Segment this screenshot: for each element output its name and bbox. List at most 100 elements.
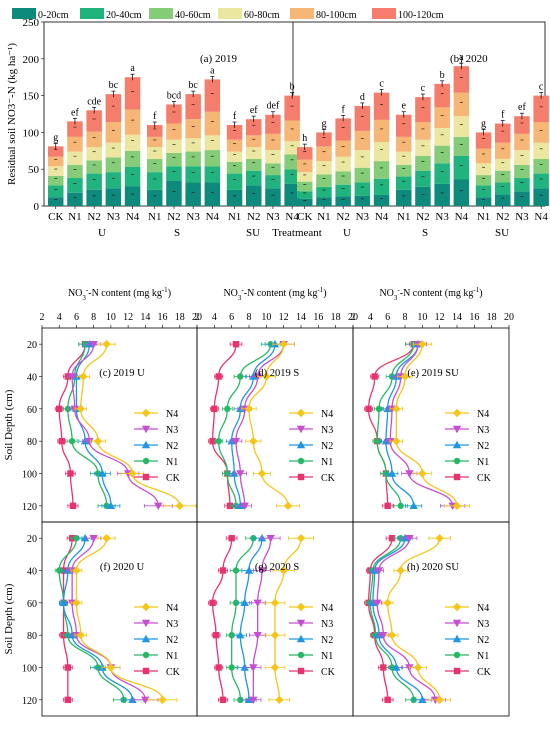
bar-segment: [373, 194, 390, 206]
x-tick-label: N2: [87, 211, 100, 223]
y-tick-label: 150: [23, 91, 40, 103]
profile-x-tick-label: 10: [417, 312, 427, 323]
bar-segment: [147, 147, 163, 159]
profile-legend-label: N4: [321, 603, 333, 614]
bar-segment: [415, 97, 431, 123]
marker: [279, 339, 288, 349]
bar-segment: [514, 164, 530, 179]
profile-y-tick-label: 20: [27, 534, 37, 545]
bar-segment: [335, 156, 351, 172]
bar-segment: [86, 131, 102, 148]
profile-panel-label: (c) 2019 U: [99, 368, 145, 379]
significance-letter: c: [421, 83, 426, 94]
marker: [387, 630, 397, 640]
profile-y-tick-label: 40: [27, 373, 37, 384]
profile-legend-label: N1: [166, 651, 178, 662]
bar-segment: [105, 142, 122, 158]
profile-legend-label: CK: [166, 667, 181, 678]
x-tick-label: N3: [356, 211, 370, 223]
bar-segment: [124, 166, 141, 187]
marker: [93, 436, 103, 446]
marker: [365, 405, 372, 413]
marker: [72, 372, 81, 380]
marker: [296, 408, 306, 418]
marker: [215, 373, 222, 380]
bar-segment: [335, 140, 351, 157]
bar-segment: [226, 173, 243, 190]
marker: [257, 469, 267, 478]
x-tick-label: N4: [126, 211, 140, 223]
marker: [85, 437, 94, 446]
profile-legend-label: N1: [166, 457, 178, 468]
marker: [418, 695, 427, 704]
bar-segment: [415, 139, 431, 156]
bar-segment: [475, 197, 492, 206]
marker: [297, 473, 305, 481]
profile-legend-label: N2: [477, 635, 489, 646]
profile-legend-label: CK: [166, 473, 181, 484]
bar-segment: [453, 116, 470, 137]
bar-segment: [297, 191, 313, 199]
profile-x-tick-label: 12: [279, 312, 289, 323]
profile-legend-label: N2: [166, 635, 178, 646]
x-tick-label: N4: [285, 211, 299, 223]
bar-segment: [316, 186, 332, 198]
bar-segment: [495, 123, 511, 143]
y-tick-label: 200: [23, 54, 40, 66]
significance-letter: b: [440, 70, 445, 81]
x-tick-label: N2: [496, 211, 509, 223]
bar-segment: [533, 95, 549, 123]
bar-segment: [514, 133, 530, 151]
profile-series-line: [58, 538, 125, 700]
marker: [374, 437, 381, 445]
marker: [296, 619, 306, 628]
marker: [141, 634, 151, 643]
x-tick-label: N1: [397, 211, 410, 223]
bar-segment: [204, 166, 221, 183]
bar-segment: [475, 185, 492, 198]
marker: [215, 437, 222, 445]
bar-segment: [297, 181, 313, 192]
marker: [409, 501, 418, 510]
significance-letter: g: [481, 118, 486, 129]
bar-segment: [453, 179, 470, 206]
marker: [228, 664, 235, 671]
bar-segment: [354, 195, 371, 206]
bar-segment: [124, 134, 141, 151]
profile-y-tick-label: 20: [27, 340, 37, 351]
marker: [297, 667, 305, 675]
bar-segment: [453, 136, 470, 156]
marker: [270, 630, 280, 640]
profile-panel-label: (h) 2020 SU: [407, 562, 459, 573]
bar-segment: [434, 183, 450, 206]
x-tick-label: N3: [266, 211, 280, 223]
bar-segment: [316, 174, 332, 187]
bar-segment: [204, 111, 221, 136]
marker: [383, 598, 392, 608]
bar-segment: [246, 135, 262, 148]
profile-legend-label: CK: [321, 667, 336, 678]
x-tick-label: CK: [48, 211, 63, 223]
group-label: SU: [246, 227, 260, 239]
bar-segment: [316, 146, 332, 162]
significance-letter: a: [130, 63, 135, 74]
marker: [244, 695, 254, 704]
profile-y-tick-label: 60: [27, 405, 37, 416]
marker: [102, 339, 111, 349]
marker: [67, 373, 77, 381]
significance-letter: bc: [109, 80, 119, 91]
bar-segment: [297, 159, 313, 173]
marker: [413, 663, 423, 672]
x-tick-label: N2: [247, 211, 260, 223]
marker: [380, 664, 387, 671]
bar-segment: [166, 139, 182, 154]
bar-segment: [354, 105, 371, 131]
profile-legend-label: N3: [166, 425, 178, 436]
profile-legend-label: N4: [477, 409, 489, 420]
bar-segment: [67, 178, 83, 193]
marker: [72, 566, 81, 575]
marker: [435, 695, 444, 705]
bar-segment: [147, 136, 163, 148]
marker: [253, 631, 262, 640]
marker: [279, 566, 288, 575]
